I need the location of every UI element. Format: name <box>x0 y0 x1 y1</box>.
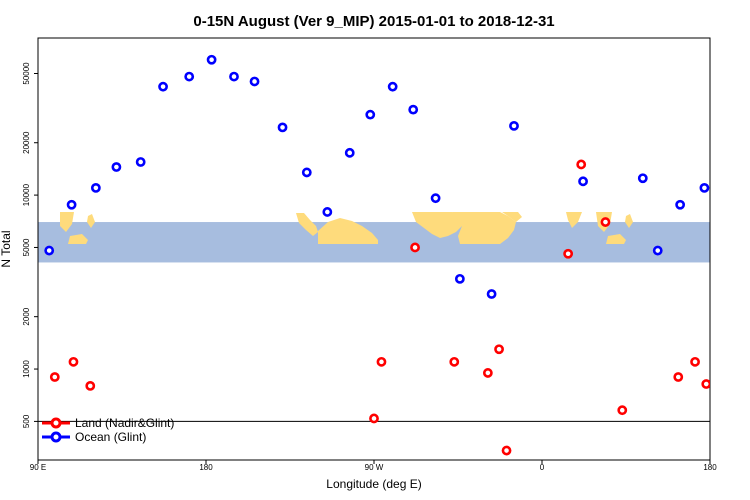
x-tick-label: 180 <box>703 463 717 472</box>
y-tick-label: 5000 <box>22 238 31 256</box>
map-land-central-africa <box>452 212 516 244</box>
y-tick-label: 10000 <box>22 183 31 206</box>
ocean-point <box>699 182 710 193</box>
land-point <box>563 248 574 259</box>
map-land-west-africa <box>412 212 462 238</box>
ocean-point <box>509 120 519 131</box>
land-point <box>600 217 611 227</box>
ocean-point <box>277 122 288 133</box>
y-tick-label: 1000 <box>22 360 31 378</box>
ocean-point <box>578 176 588 187</box>
land-point <box>494 344 504 355</box>
x-axis-label: Longitude (deg E) <box>326 477 421 491</box>
x-axis: 90 E 180 90 W 0 180 <box>30 460 717 472</box>
y-tick-label: 500 <box>22 414 31 428</box>
land-point <box>617 405 628 416</box>
ocean-point <box>344 147 355 158</box>
y-axis: 500 1000 2000 5000 10000 20000 50000 <box>22 62 38 428</box>
land-point <box>576 159 587 170</box>
ocean-point <box>111 162 122 172</box>
ocean-point <box>66 199 77 210</box>
map-land-borneo-left <box>68 234 88 244</box>
map-land-central-america <box>296 213 318 236</box>
ocean-point <box>637 173 648 184</box>
chart-title: 0-15N August (Ver 9_MIP) 2015-01-01 to 2… <box>193 13 554 30</box>
ocean-point <box>44 245 55 256</box>
map-land-south-america <box>318 218 378 244</box>
land-point <box>369 413 379 424</box>
ocean-point <box>652 245 663 256</box>
land-point <box>49 372 60 382</box>
land-point <box>376 356 387 367</box>
map-land-philippines-left <box>87 214 95 228</box>
map-land-indochina-left <box>60 212 74 232</box>
land-point <box>690 356 700 367</box>
ocean-point <box>486 289 497 299</box>
land-point <box>410 242 420 253</box>
ocean-point <box>322 207 333 217</box>
y-tick-label: 50000 <box>22 62 31 85</box>
ocean-point <box>408 104 419 115</box>
land-point <box>449 356 460 367</box>
land-point <box>482 368 493 378</box>
land-point <box>501 445 512 456</box>
data-points <box>44 54 732 456</box>
ocean-point <box>135 157 146 167</box>
ocean-point <box>158 81 168 92</box>
land-point <box>85 381 96 391</box>
land-point <box>673 372 684 382</box>
ocean-point <box>249 76 260 87</box>
ocean-point <box>430 193 441 204</box>
y-axis-label: N Total <box>0 230 13 267</box>
legend-label-ocean: Ocean (Glint) <box>75 430 146 444</box>
ocean-point <box>725 163 732 170</box>
x-tick-label: 180 <box>199 463 213 472</box>
map-land-india <box>566 212 582 228</box>
ocean-point <box>454 273 465 284</box>
map-land-horn-of-africa <box>502 212 522 222</box>
y-tick-label: 2000 <box>22 307 31 325</box>
ocean-point <box>365 109 376 120</box>
map-land-borneo <box>606 234 626 244</box>
x-tick-label: 90 W <box>365 463 384 472</box>
legend-label-land: Land (Nadir&Glint) <box>75 416 174 430</box>
map-land-philippines <box>625 214 633 228</box>
ocean-point <box>675 199 686 210</box>
ocean-point <box>206 54 217 65</box>
ocean-point <box>184 71 195 82</box>
ocean-point <box>90 182 101 193</box>
ocean-point <box>387 81 398 92</box>
y-tick-label: 20000 <box>22 131 31 154</box>
land-point <box>68 356 79 367</box>
land-point <box>701 379 710 389</box>
legend-marker-land <box>50 417 62 429</box>
legend-marker-ocean <box>50 431 62 443</box>
legend: Land (Nadir&Glint) Ocean (Glint) <box>42 416 174 444</box>
ocean-point <box>229 71 239 82</box>
ocean-point <box>301 167 312 178</box>
x-tick-label: 0 <box>540 463 545 472</box>
x-tick-label: 90 E <box>30 463 46 472</box>
